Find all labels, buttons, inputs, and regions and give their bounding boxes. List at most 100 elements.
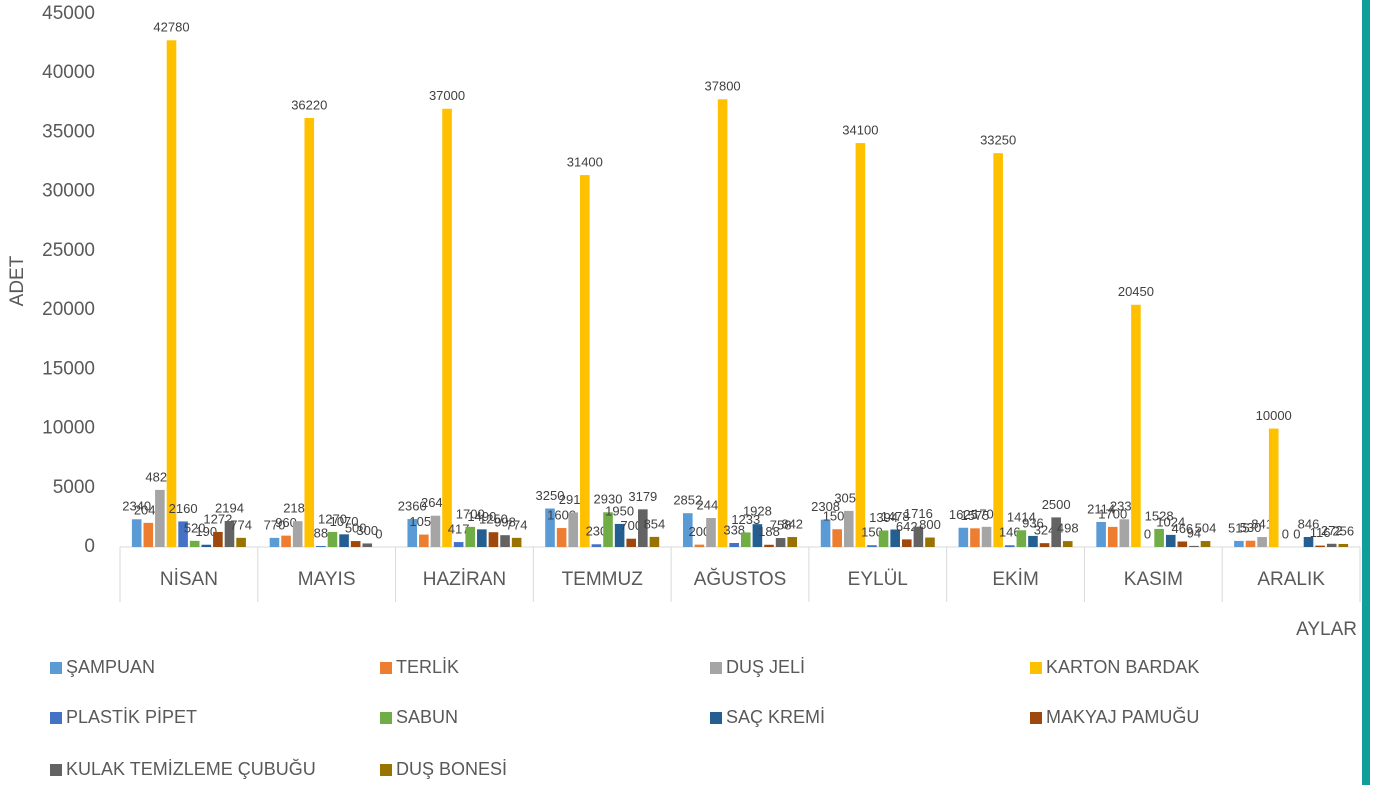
bar	[1028, 535, 1038, 547]
legend-swatch	[380, 764, 392, 776]
value-label: 146	[999, 525, 1021, 540]
legend-label: DUŞ JELİ	[726, 657, 805, 677]
bar	[1119, 519, 1130, 547]
value-label: 800	[919, 517, 941, 532]
legend-swatch	[710, 712, 722, 724]
bar	[901, 539, 912, 547]
value-label: 1024	[1156, 514, 1185, 529]
value-label: 0	[375, 526, 382, 541]
value-label: 1270	[318, 511, 347, 526]
value-label: 20450	[1118, 284, 1154, 299]
value-label: 1928	[743, 504, 772, 519]
y-tick-label: 20000	[42, 299, 95, 320]
bar	[890, 529, 900, 547]
bar	[867, 545, 877, 547]
value-label: 230	[586, 524, 608, 539]
value-label: 0	[1144, 526, 1151, 541]
bar	[787, 537, 797, 547]
bar	[477, 529, 487, 547]
value-label: 504	[1195, 520, 1217, 535]
y-tick-label: 25000	[42, 240, 95, 261]
value-label: 2194	[215, 500, 244, 515]
bar	[1268, 428, 1279, 547]
bar	[419, 534, 429, 547]
x-tick-label: AĞUSTOS	[694, 568, 787, 590]
value-label: 300	[356, 523, 378, 538]
legend-label: MAKYAJ PAMUĞU	[1046, 706, 1199, 727]
y-tick-label: 5000	[53, 477, 95, 498]
value-label: 1070	[330, 514, 359, 529]
value-label: 530	[1240, 520, 1262, 535]
value-label: 1490	[467, 509, 496, 524]
bar	[741, 532, 751, 547]
bar	[1303, 536, 1314, 547]
bar	[1051, 517, 1061, 547]
bar	[1177, 541, 1188, 547]
bar	[1096, 521, 1106, 547]
bar	[832, 529, 842, 547]
bar	[1200, 541, 1211, 547]
y-tick-label: 45000	[42, 3, 95, 24]
bar	[281, 535, 291, 547]
bar	[1189, 545, 1199, 547]
x-axis-label: AYLAR	[1296, 619, 1357, 640]
value-label: 854	[644, 516, 666, 531]
bar	[729, 542, 739, 547]
bar	[316, 545, 326, 547]
value-label: 2360	[398, 498, 427, 513]
value-label: 338	[723, 522, 745, 537]
value-label: 31400	[567, 155, 603, 170]
value-label: 272	[1321, 523, 1343, 538]
bar	[913, 526, 924, 547]
legend-swatch	[50, 712, 62, 724]
bar	[580, 175, 590, 547]
bar	[925, 537, 935, 547]
bar	[591, 544, 602, 547]
value-label: 256	[1332, 523, 1354, 538]
x-tick-label: EYLÜL	[848, 569, 908, 590]
legend-label: ŞAMPUAN	[66, 657, 155, 677]
value-label: 0	[1282, 526, 1289, 541]
value-label: 960	[275, 515, 297, 530]
bar	[213, 531, 223, 547]
bar	[1039, 543, 1050, 547]
value-label: 116	[1310, 525, 1331, 540]
y-tick-label: 10000	[42, 418, 95, 439]
bar	[614, 523, 625, 547]
legend-label: DUŞ BONESİ	[396, 759, 507, 779]
value-label: 0	[1293, 526, 1300, 541]
legend-swatch	[380, 712, 392, 724]
value-label: 2160	[169, 501, 198, 516]
value-label: 2114	[1087, 501, 1115, 516]
value-label: 2308	[811, 499, 840, 514]
value-label: 770	[264, 517, 286, 532]
bar	[488, 532, 499, 547]
y-tick-label: 35000	[42, 121, 95, 142]
bar	[465, 526, 476, 547]
bar	[442, 108, 452, 547]
bar	[878, 530, 889, 547]
value-label: 94	[1187, 525, 1201, 540]
x-tick-label: TEMMUZ	[562, 569, 644, 590]
bar	[304, 117, 315, 547]
bar	[407, 519, 418, 547]
bar	[752, 524, 763, 547]
legend-swatch	[50, 764, 62, 776]
legend-swatch	[380, 662, 392, 674]
value-label: 1394	[869, 510, 898, 525]
bar	[638, 509, 648, 547]
x-tick-label: MAYIS	[298, 569, 356, 590]
value-label: 417	[448, 521, 470, 536]
value-label: 1700	[456, 506, 485, 521]
bar	[1154, 528, 1164, 547]
value-label: 324	[1034, 523, 1056, 538]
x-tick-label: ARALIK	[1257, 569, 1325, 590]
bar	[855, 143, 866, 548]
bar	[511, 537, 522, 547]
value-label: 2500	[1042, 497, 1071, 512]
bar	[1234, 540, 1244, 547]
bar	[706, 518, 716, 547]
bar	[224, 521, 235, 547]
bar	[453, 542, 464, 547]
